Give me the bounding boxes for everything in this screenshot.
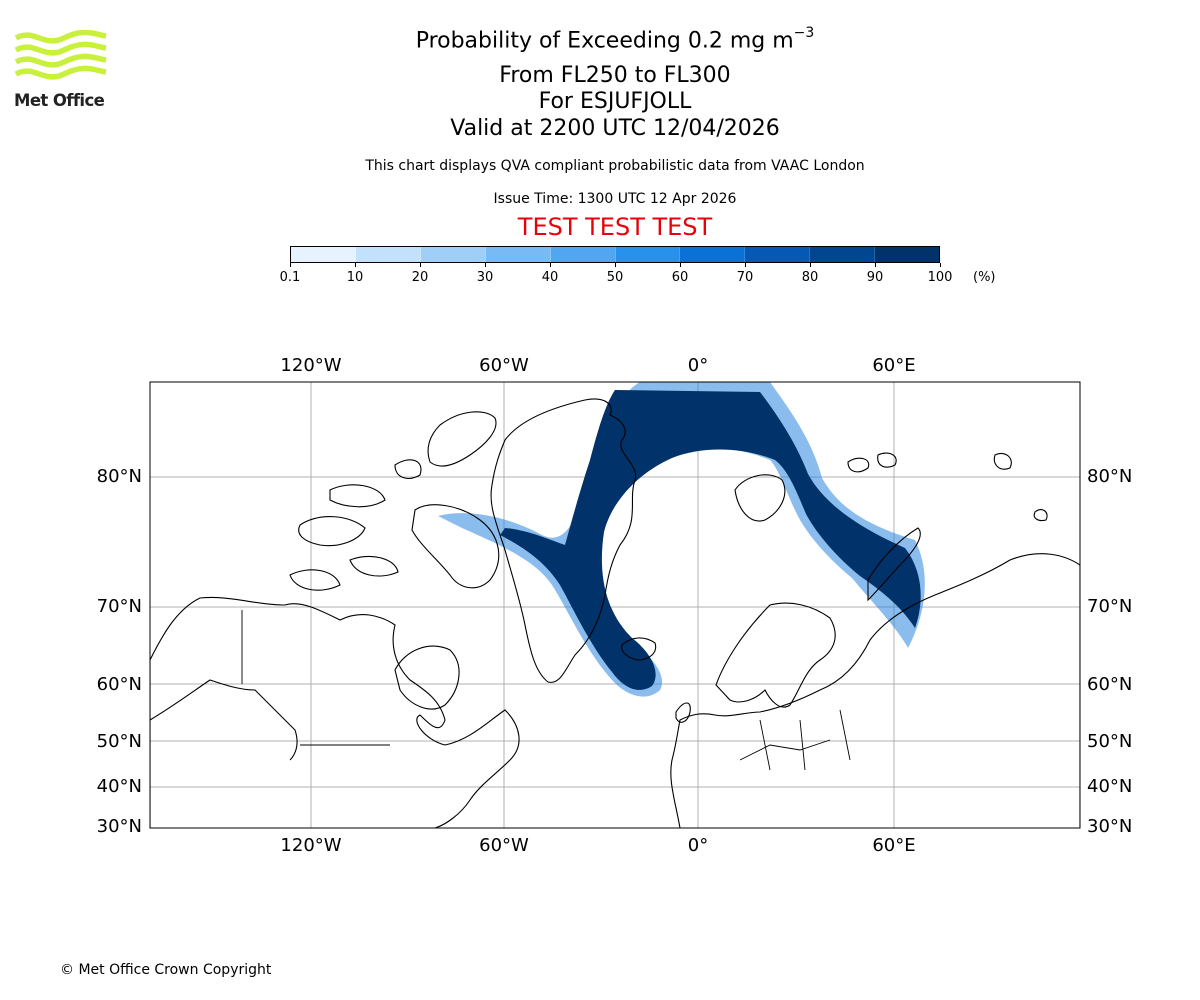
chart-title-text: Probability of Exceeding 0.2 mg m — [415, 28, 794, 54]
colorbar-tick-label: 80 — [801, 270, 819, 285]
chart-title-exponent: −3 — [793, 25, 815, 41]
colorbar-tick — [614, 263, 616, 267]
border-europe-2 — [759, 709, 851, 771]
lat-label-left-80n: 80°N — [97, 466, 142, 487]
colorbar-tick — [809, 263, 811, 267]
lat-label-left-50n: 50°N — [97, 731, 142, 752]
map: 120°W 60°W 0° 60°E 120°W 60°W 0° 60°E 80… — [97, 355, 1133, 856]
coast-iceland — [621, 637, 657, 661]
lon-label-bottom-60w: 60°W — [479, 835, 529, 856]
colorbar-segment — [810, 247, 876, 262]
colorbar — [290, 246, 940, 263]
colorbar-tick — [874, 263, 876, 267]
ash-plume-core — [500, 390, 921, 690]
coast-north-america — [150, 596, 520, 828]
borders — [241, 610, 851, 771]
lon-label-bottom-0: 0° — [688, 835, 708, 856]
lat-label-left-40n: 40°N — [97, 776, 142, 797]
colorbar-tick — [679, 263, 681, 267]
colorbar-segment — [615, 247, 681, 262]
colorbar-tick — [354, 263, 356, 267]
colorbar-tick — [484, 263, 486, 267]
colorbar-segment — [680, 247, 746, 262]
coast-arctic-islands — [289, 459, 422, 591]
colorbar-tick — [549, 263, 551, 267]
colorbar-unit: (%) — [973, 270, 996, 285]
issue-time: Issue Time: 1300 UTC 12 Apr 2026 — [493, 191, 737, 207]
colorbar-tick-label: 90 — [866, 270, 884, 285]
lat-label-right-30n: 30°N — [1087, 816, 1132, 837]
coast-novaya-zemlya — [867, 527, 921, 602]
coast-british-isles — [675, 702, 691, 723]
colorbar-tick — [744, 263, 746, 267]
colorbar-tick — [289, 263, 291, 267]
coast-europe-russia — [670, 553, 1080, 828]
coast-svalbard — [734, 474, 786, 522]
coast-siberia-islands — [993, 452, 1048, 522]
colorbar-segment — [745, 247, 811, 262]
ash-plume — [438, 382, 925, 697]
copyright: © Met Office Crown Copyright — [60, 962, 272, 978]
coast-ellesmere — [427, 411, 497, 467]
colorbar-tick-label: 100 — [927, 270, 953, 285]
met-office-wave-icon — [14, 30, 107, 80]
lon-label-bottom-120w: 120°W — [280, 835, 341, 856]
lon-label-top-120w: 120°W — [280, 355, 341, 376]
colorbar-segment — [420, 247, 486, 262]
colorbar-tick-label: 10 — [346, 270, 364, 285]
lon-label-top-60w: 60°W — [479, 355, 529, 376]
lon-label-bottom-60e: 60°E — [872, 835, 915, 856]
colorbar-tick-label: 60 — [671, 270, 689, 285]
colorbar-segment — [485, 247, 551, 262]
coastlines — [150, 398, 1080, 828]
valid-time: Valid at 2200 UTC 12/04/2026 — [450, 116, 780, 141]
lat-label-right-80n: 80°N — [1087, 466, 1132, 487]
coast-franz-josef — [847, 452, 897, 473]
lat-label-right-40n: 40°N — [1087, 776, 1132, 797]
volcano-name: For ESJUFJOLL — [538, 89, 692, 114]
colorbar-tick — [939, 263, 941, 267]
lat-label-right-60n: 60°N — [1087, 674, 1132, 695]
colorbar-tick-label: 0.1 — [279, 270, 301, 285]
lat-label-right-50n: 50°N — [1087, 731, 1132, 752]
colorbar-tick-label: 50 — [606, 270, 624, 285]
colorbar-tick-label: 30 — [476, 270, 494, 285]
colorbar-segment — [291, 247, 356, 262]
test-banner: TEST TEST TEST — [517, 213, 713, 241]
colorbar-segment — [875, 247, 940, 262]
lon-label-top-60e: 60°E — [872, 355, 915, 376]
border-europe-1 — [739, 739, 831, 761]
lat-label-left-70n: 70°N — [97, 596, 142, 617]
coast-greenland — [490, 398, 637, 683]
coast-baffin — [411, 504, 500, 589]
colorbar-segment — [355, 247, 421, 262]
lat-label-left-60n: 60°N — [97, 674, 142, 695]
lat-label-left-30n: 30°N — [97, 816, 142, 837]
coast-scandinavia — [715, 602, 836, 708]
coast-alaska — [150, 679, 298, 761]
colorbar-segment — [550, 247, 616, 262]
colorbar-tick-label: 20 — [411, 270, 429, 285]
subtitle: This chart displays QVA compliant probab… — [365, 158, 865, 174]
map-frame — [149, 381, 1081, 829]
met-office-logo-text: Met Office — [14, 91, 105, 110]
ash-plume-edge — [438, 382, 925, 697]
lon-label-top-0: 0° — [688, 355, 708, 376]
met-office-logo: Met Office — [14, 30, 109, 112]
flight-level-range: From FL250 to FL300 — [499, 63, 731, 88]
colorbar-tick-label: 70 — [736, 270, 754, 285]
coast-hudson-bay — [394, 645, 460, 710]
colorbar-tick-label: 40 — [541, 270, 559, 285]
lat-label-right-70n: 70°N — [1087, 596, 1132, 617]
colorbar-tick — [419, 263, 421, 267]
chart-title: Probability of Exceeding 0.2 mg m−3 — [0, 25, 1200, 54]
